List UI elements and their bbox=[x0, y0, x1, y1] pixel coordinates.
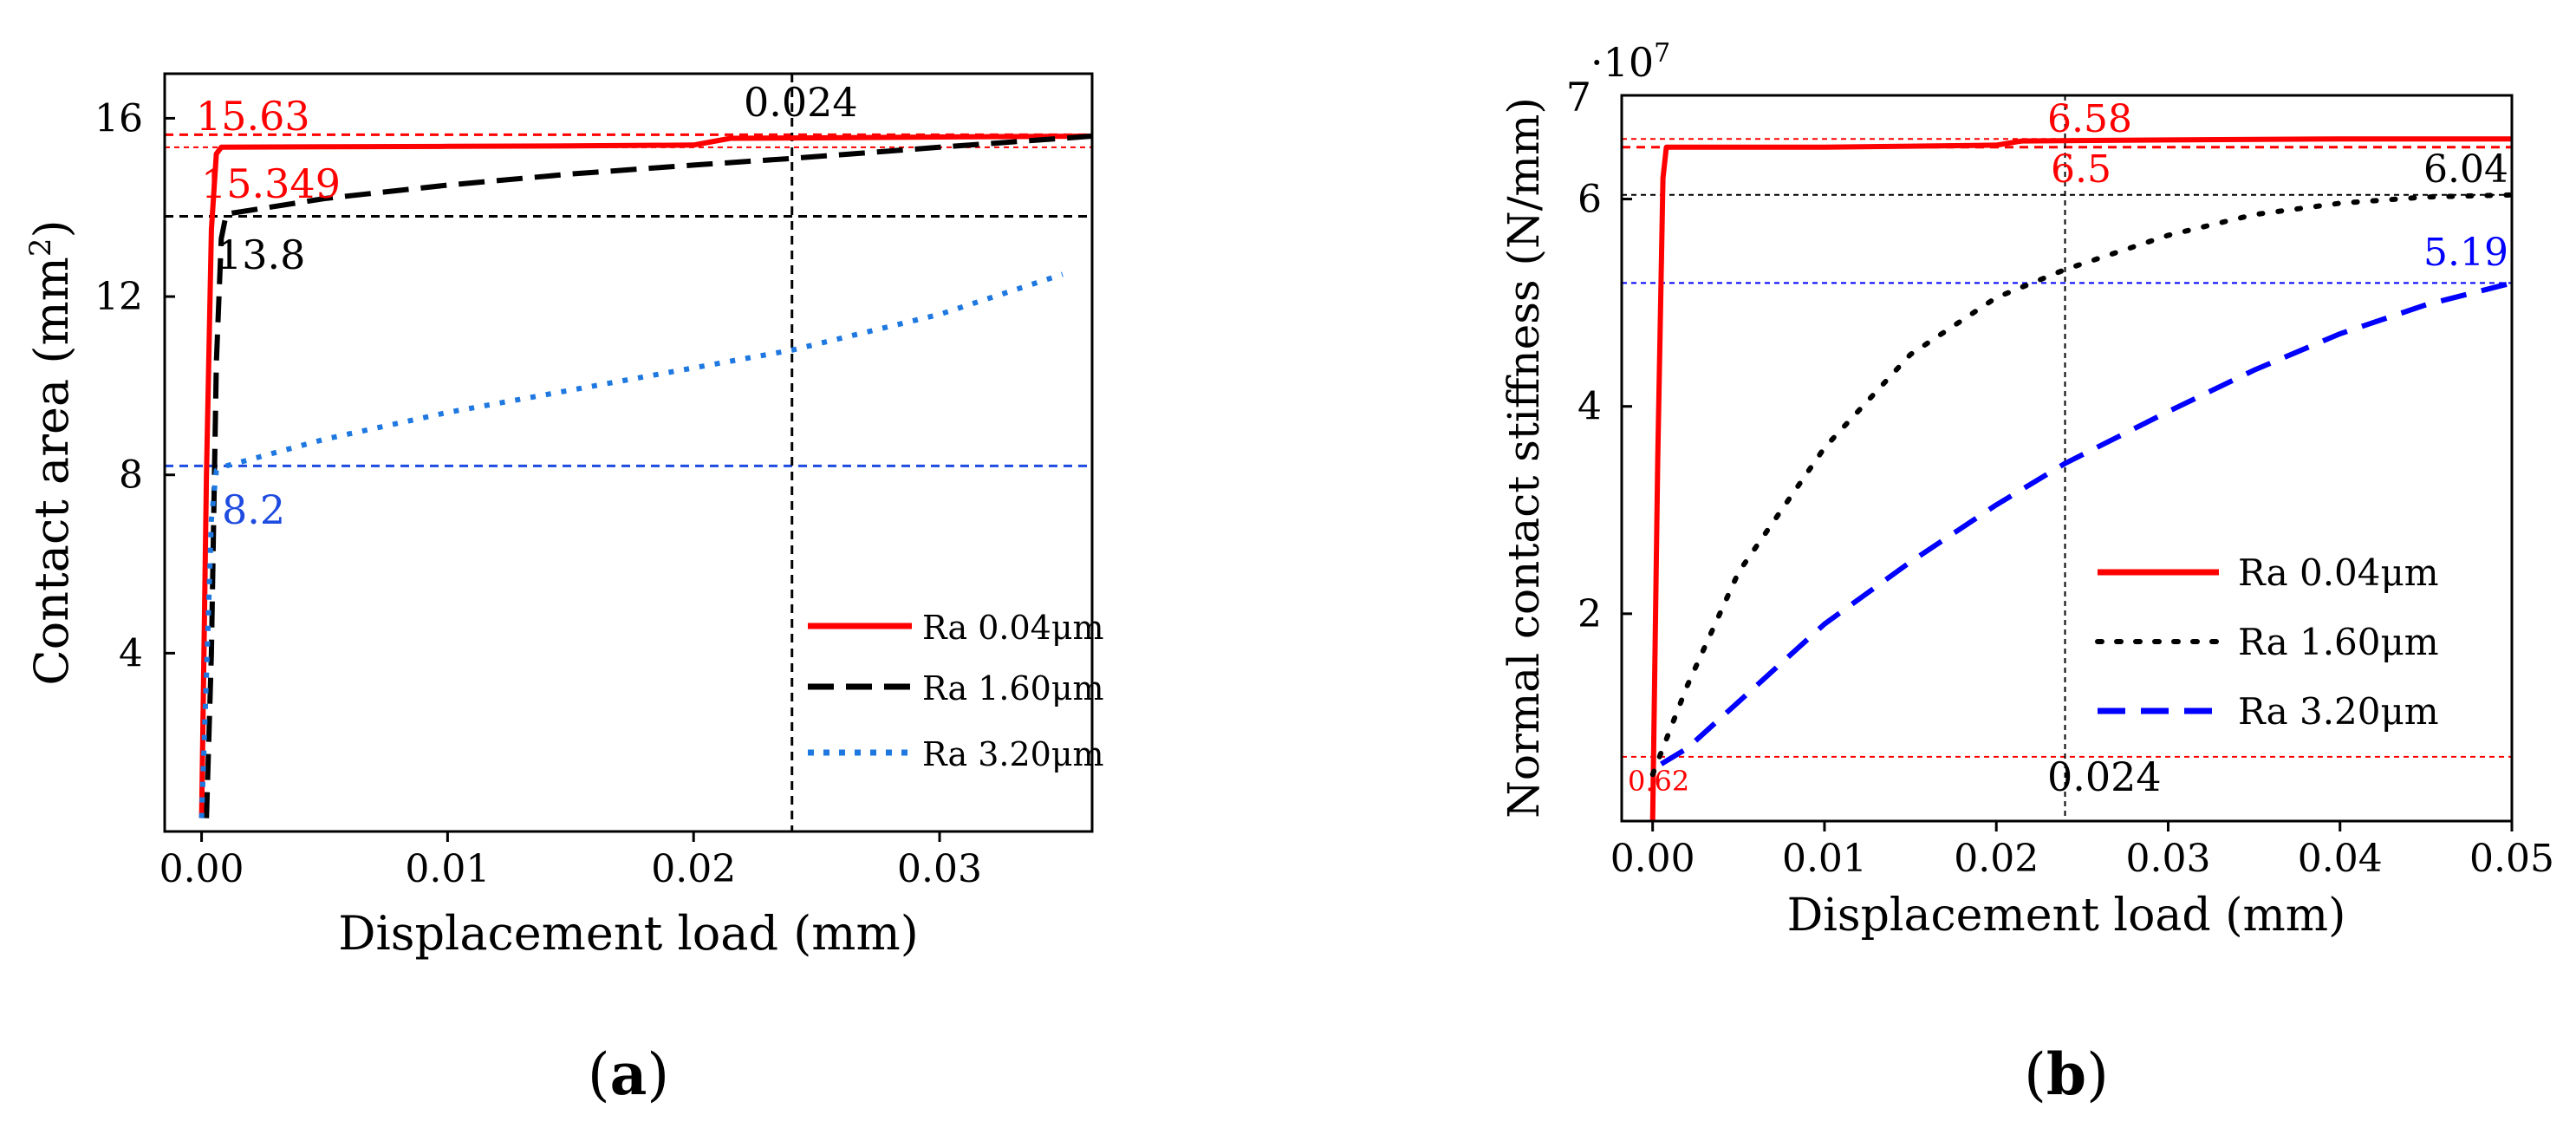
a-legend-label-ra-1-60: Ra 1.60μm bbox=[922, 669, 1104, 707]
b-x-tick-label-3: 0.03 bbox=[2125, 837, 2210, 881]
a-x-tick-label-3: 0.03 bbox=[897, 847, 982, 891]
a-series-line-1 bbox=[204, 134, 1093, 818]
b-panel-label: (b) bbox=[2024, 1040, 2109, 1108]
b-series-line-0 bbox=[1649, 136, 2512, 822]
b-annotation-0-024: 0.024 bbox=[2047, 753, 2162, 800]
b-legend: Ra 0.04μm Ra 1.60μm Ra 3.20μm bbox=[2095, 551, 2439, 733]
b-annotation-6-04: 6.04 bbox=[2423, 147, 2508, 192]
b-x-axis-label: Displacement load (mm) bbox=[1787, 890, 2346, 942]
a-legend-label-ra-3-20: Ra 3.20μm bbox=[922, 735, 1104, 773]
panel-b: 0.00 0.01 0.02 0.03 0.04 0.05 2 4 6 ·107 7 6.58… bbox=[1499, 38, 2554, 1109]
b-x-tick-label-5: 0.05 bbox=[2469, 837, 2554, 881]
a-x-tick-label-0: 0.00 bbox=[159, 847, 244, 891]
b-y-top-label: 7 bbox=[1566, 74, 1591, 121]
a-y-ticks: 4 8 12 16 bbox=[94, 96, 175, 675]
b-y-multiplier: ·107 bbox=[1590, 38, 1670, 87]
b-annotation-6-58: 6.58 bbox=[2047, 97, 2132, 141]
a-y-axis-label: Contact area (mm2) bbox=[23, 219, 79, 685]
a-annotation-0-024: 0.024 bbox=[744, 79, 858, 126]
b-y-axis-label: Normal contact stiffness (N/mm) bbox=[1499, 97, 1549, 818]
a-series-lines bbox=[198, 134, 1093, 818]
a-panel-label: (a) bbox=[588, 1040, 669, 1108]
a-x-ticks: 0.00 0.01 0.02 0.03 bbox=[159, 831, 982, 891]
b-y-tick-label-0: 2 bbox=[1577, 592, 1602, 636]
a-y-tick-label-3: 16 bbox=[94, 96, 143, 140]
b-x-tick-label-0: 0.00 bbox=[1610, 837, 1695, 881]
a-legend: Ra 0.04μm Ra 1.60μm Ra 3.20μm bbox=[808, 609, 1104, 773]
a-legend-label-ra-0-04: Ra 0.04μm bbox=[922, 609, 1104, 647]
a-annotation-13-8: 13.8 bbox=[217, 231, 305, 278]
a-y-tick-label-1: 8 bbox=[119, 453, 143, 498]
a-y-tick-label-2: 12 bbox=[94, 275, 143, 319]
a-x-tick-label-1: 0.01 bbox=[405, 847, 490, 891]
a-y-tick-label-0: 4 bbox=[119, 631, 143, 675]
b-series-lines bbox=[1649, 136, 2514, 822]
b-x-tick-label-1: 0.01 bbox=[1782, 837, 1867, 881]
b-x-ticks: 0.00 0.01 0.02 0.03 0.04 0.05 bbox=[1610, 821, 2554, 881]
a-annotation-15-63: 15.63 bbox=[196, 93, 310, 140]
b-y-ticks: 2 4 6 bbox=[1577, 178, 1632, 636]
a-x-tick-label-2: 0.02 bbox=[651, 847, 736, 891]
a-annotation-15-349: 15.349 bbox=[201, 160, 341, 207]
b-legend-label-ra-1-60: Ra 1.60μm bbox=[2238, 621, 2439, 663]
a-series-line-0 bbox=[198, 134, 1093, 818]
b-series-line-1 bbox=[1649, 192, 2514, 778]
panel-a: 0.00 0.01 0.02 0.03 4 8 12 16 15.63 15.349 13.… bbox=[23, 72, 1104, 1108]
b-y-tick-label-1: 4 bbox=[1577, 385, 1602, 429]
b-y-tick-label-2: 6 bbox=[1577, 178, 1602, 222]
b-annotation-6-5: 6.5 bbox=[2051, 147, 2111, 192]
b-plot-frame bbox=[1620, 94, 2514, 823]
b-legend-label-ra-3-20: Ra 3.20μm bbox=[2238, 690, 2439, 733]
b-annotation-5-19: 5.19 bbox=[2423, 231, 2508, 275]
b-x-tick-label-2: 0.02 bbox=[1954, 837, 2039, 881]
b-series-line-2 bbox=[1660, 280, 2513, 766]
a-x-axis-label: Displacement load (mm) bbox=[338, 906, 919, 961]
a-annotation-8-2: 8.2 bbox=[222, 486, 285, 533]
b-x-tick-label-4: 0.04 bbox=[2298, 837, 2383, 881]
a-plot-frame bbox=[163, 72, 1094, 833]
b-legend-label-ra-0-04: Ra 0.04μm bbox=[2238, 551, 2439, 594]
b-annotation-0-62: 0.62 bbox=[1628, 765, 1689, 798]
